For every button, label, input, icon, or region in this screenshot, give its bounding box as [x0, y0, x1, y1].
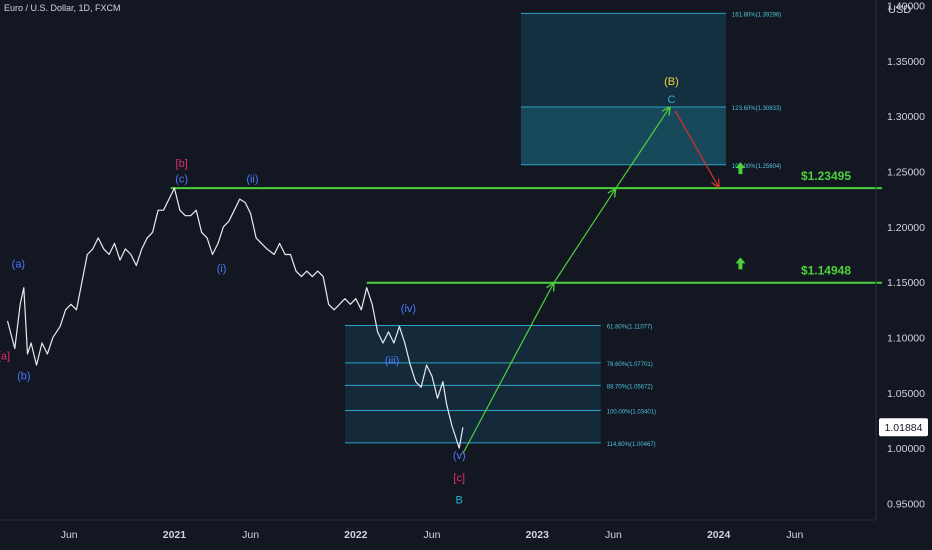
horizontal-level-label: $1.14948 — [801, 264, 851, 278]
wave-label: (v) — [453, 450, 466, 462]
wave-label: (iv) — [401, 303, 416, 315]
wave-label: [a] — [0, 351, 10, 363]
current-price-tag: 1.01884 — [879, 418, 928, 437]
price-tick-label: 1.20000 — [887, 222, 925, 234]
fib-level-label: 61.80%(1.11077) — [607, 325, 653, 331]
fib-level-label: 78.60%(1.07701) — [607, 362, 653, 368]
price-tick-label: 1.15000 — [887, 277, 925, 289]
fib-level-label: 88.70%(1.05672) — [607, 384, 653, 390]
wave-label: (a) — [12, 259, 25, 271]
wave-label: (b) — [17, 370, 30, 382]
wave-label: (c) — [175, 174, 188, 186]
fib-level-label: 161.80%(1.39296) — [732, 12, 781, 18]
time-axis: Jun 2021 Jun 2022 Jun 2023 Jun 2024 Jun — [61, 529, 804, 541]
wave-label: B — [456, 494, 463, 506]
fib-box-upper-fill-bottom — [520, 106, 726, 165]
price-axis: 1.40000 1.35000 1.30000 1.25000 1.20000 1.150… — [887, 1, 925, 511]
price-line — [6, 187, 464, 449]
price-tick-label: 0.95000 — [887, 498, 925, 510]
time-tick-label: Jun — [61, 529, 78, 541]
price-tick-label: 1.25000 — [887, 166, 925, 178]
time-tick-label: 2021 — [163, 529, 187, 541]
price-tick-label: 1.05000 — [887, 388, 925, 400]
fib-level-label: 123.60%(1.30833) — [732, 106, 781, 112]
up-arrow-icon — [735, 162, 746, 175]
currency-label[interactable]: USD — [888, 4, 912, 16]
time-tick-label: Jun — [242, 529, 259, 541]
horizontal-levels: $1.23495 $1.14948 — [170, 169, 882, 284]
projection-arrow-up — [614, 107, 669, 190]
wave-label: (B) — [664, 76, 679, 88]
time-tick-label: Jun — [424, 529, 441, 541]
up-arrows — [735, 162, 746, 270]
time-tick-label: 2023 — [526, 529, 550, 541]
current-price-label: 1.01884 — [885, 422, 923, 434]
wave-label: (ii) — [246, 174, 258, 186]
wave-label: [b] — [176, 158, 188, 170]
fib-box-upper-fill-top — [520, 13, 726, 107]
price-tick-label: 1.35000 — [887, 56, 925, 68]
fib-level-label: 100.00%(1.25604) — [732, 164, 781, 170]
price-tick-label: 1.40000 — [887, 1, 925, 13]
wave-label: [c] — [453, 472, 465, 484]
projection-arrow-up — [553, 189, 616, 284]
time-tick-label: 2024 — [707, 529, 731, 541]
wave-labels: [a] (a) (b) [b] (c) (ii) (i) (iv) (iii) (v) [c] B (B… — [0, 76, 679, 506]
wave-label: (i) — [217, 263, 227, 275]
projection-arrows — [462, 107, 719, 454]
projection-arrow-up — [462, 283, 554, 454]
horizontal-level-label: $1.23495 — [801, 169, 851, 183]
price-tick-label: 1.30000 — [887, 111, 925, 123]
price-tick-label: 1.10000 — [887, 332, 925, 344]
fib-box-lower: 61.80%(1.11077) 78.60%(1.07701) 88.70%(1.0… — [344, 325, 656, 448]
up-arrow-icon — [735, 257, 746, 270]
projection-arrow-down — [674, 110, 719, 187]
wave-label: (iii) — [385, 355, 400, 367]
fib-box-upper: 161.80%(1.39296) 123.60%(1.30833) 100.00%(… — [520, 12, 781, 170]
fib-box-lower-fill — [344, 325, 601, 443]
time-tick-label: Jun — [786, 529, 803, 541]
fib-level-label: 114.60%(1.00467) — [607, 442, 656, 448]
time-tick-label: Jun — [605, 529, 622, 541]
price-series — [6, 187, 464, 449]
symbol-title: Euro / U.S. Dollar, 1D, FXCM — [4, 3, 121, 13]
fib-level-label: 100.00%(1.03401) — [607, 409, 656, 415]
time-tick-label: 2022 — [344, 529, 368, 541]
current-price-badge — [879, 418, 928, 437]
wave-label: C — [668, 94, 676, 106]
price-tick-label: 1.00000 — [887, 443, 925, 455]
